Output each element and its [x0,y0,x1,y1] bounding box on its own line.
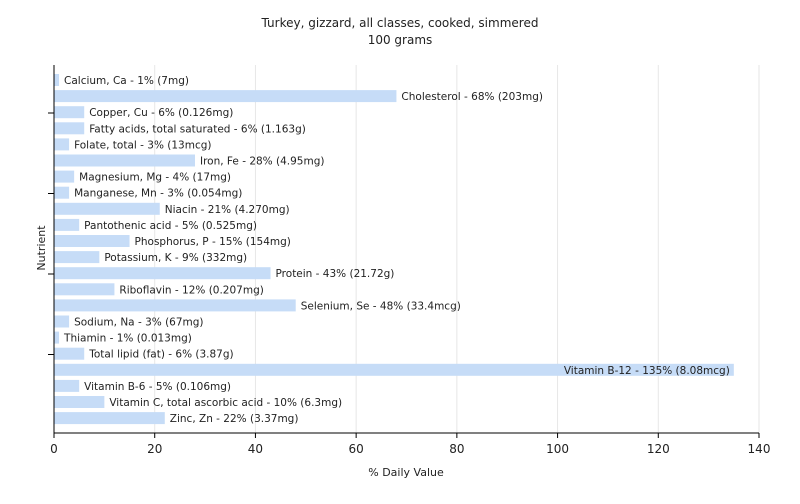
bar-data-label: Vitamin B-6 - 5% (0.106mg) [84,381,231,393]
bar [54,106,85,119]
bar-data-label: Potassium, K - 9% (332mg) [104,252,247,264]
bar [54,235,130,247]
bar [54,331,60,344]
bar-data-label: Iron, Fe - 28% (4.95mg) [200,156,324,168]
bar-data-label: Manganese, Mn - 3% (0.054mg) [74,188,242,200]
bar [54,90,397,103]
bar [54,379,80,392]
bar [54,396,105,408]
bar-data-label: Copper, Cu - 6% (0.126mg) [89,107,233,119]
bar-labels: Calcium, Ca - 1% (7mg) Cholesterol - 68% … [63,75,730,425]
bar-data-label: Calcium, Ca - 1% (7mg) [64,75,189,87]
bar-data-label: Zinc, Zn - 22% (3.37mg) [170,413,299,425]
bar [54,186,70,199]
bar [54,283,115,296]
bar [54,74,60,86]
bar-data-label: Folate, total - 3% (13mcg) [74,139,211,151]
bar [54,412,165,425]
x-tick-label: 40 [248,442,263,456]
x-tick-label: 80 [449,442,464,456]
bar-data-label: Vitamin B-12 - 135% (8.08mcg) [564,365,730,377]
x-tick-label: 100 [546,442,569,456]
bar [54,363,734,376]
x-tick-label: 140 [748,442,771,456]
bar [54,315,70,328]
bar-data-label: Selenium, Se - 48% (33.4mcg) [301,300,461,312]
bar [54,347,85,360]
x-tick-label: 0 [50,442,58,456]
bar [54,138,70,151]
bar-data-label: Vitamin C, total ascorbic acid - 10% (6.… [109,397,342,409]
bar [54,218,80,231]
x-tick-label: 20 [147,442,162,456]
bar-data-label: Sodium, Na - 3% (67mg) [74,317,203,329]
bar-data-label: Pantothenic acid - 5% (0.525mg) [84,220,257,232]
x-tick-label: 120 [647,442,670,456]
y-axis-label: Nutrient [35,225,48,271]
bar-series [54,74,734,425]
bar [54,251,100,264]
bar-data-label: Protein - 43% (21.72g) [276,268,395,280]
x-tick-label: 60 [349,442,364,456]
bar [54,202,160,215]
chart-subtitle: 100 grams [368,33,433,47]
bar-data-label: Fatty acids, total saturated - 6% (1.163… [89,123,306,135]
bar-data-label: Riboflavin - 12% (0.207mg) [119,284,263,296]
bar [54,122,85,135]
bar [54,170,75,183]
bar [54,267,271,280]
axes: 0 20 40 60 80 100 120 140 [48,65,770,456]
grid-lines [154,65,760,433]
bar-data-label: Niacin - 21% (4.270mg) [165,204,290,216]
x-axis-label: % Daily Value [368,466,444,479]
bar [54,299,296,312]
chart-title: Turkey, gizzard, all classes, cooked, si… [261,16,539,30]
bar [54,154,195,167]
bar-data-label: Magnesium, Mg - 4% (17mg) [79,172,231,184]
bar-data-label: Phosphorus, P - 15% (154mg) [135,236,291,248]
bar-data-label: Total lipid (fat) - 6% (3.87g) [88,349,233,361]
bar-data-label: Thiamin - 1% (0.013mg) [63,333,192,345]
bar-data-label: Cholesterol - 68% (203mg) [401,91,543,103]
